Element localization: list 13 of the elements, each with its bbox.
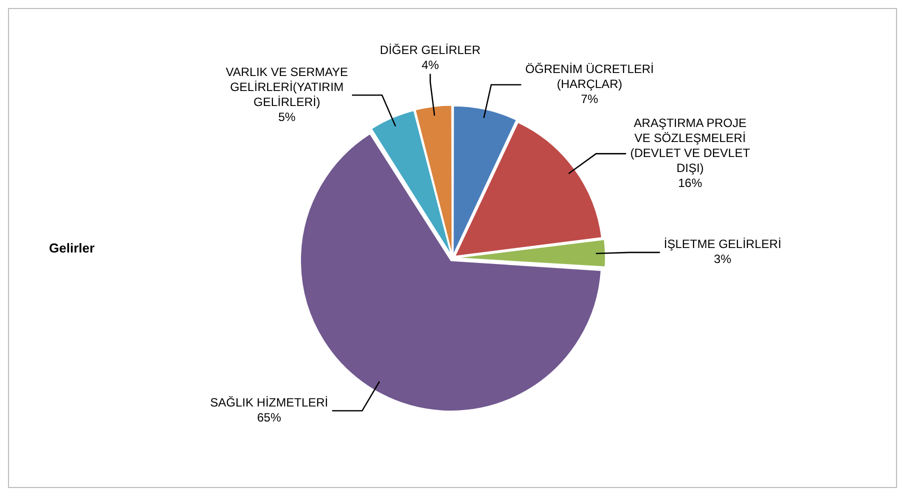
slice-label: İŞLETME GELİRLERİ [664, 237, 782, 252]
text: Gelirler [49, 240, 95, 256]
slice-label: ÖĞRENİM ÜCRETLERİ (HARÇLAR) [525, 62, 654, 92]
slice-label: ARAŞTIRMA PROJE VE SÖZLEŞMELERİ (DEVLET VE DEVLET DIŞI) [630, 116, 751, 175]
data-label: 3% [714, 252, 732, 266]
slice-label: VARLIK VE SERMAYE GELİRLERİ(YATIRIM GELİRLERİ) [226, 64, 348, 109]
slice-label: DİĞER GELİRLER [380, 43, 481, 58]
data-label: 4% [422, 58, 440, 72]
data-label: 65% [257, 410, 282, 425]
data-label: 5% [278, 110, 296, 124]
slice-label: SAĞLIK HİZMETLERİ [210, 396, 328, 410]
data-label: 7% [580, 92, 599, 106]
data-label: 16% [678, 176, 702, 190]
